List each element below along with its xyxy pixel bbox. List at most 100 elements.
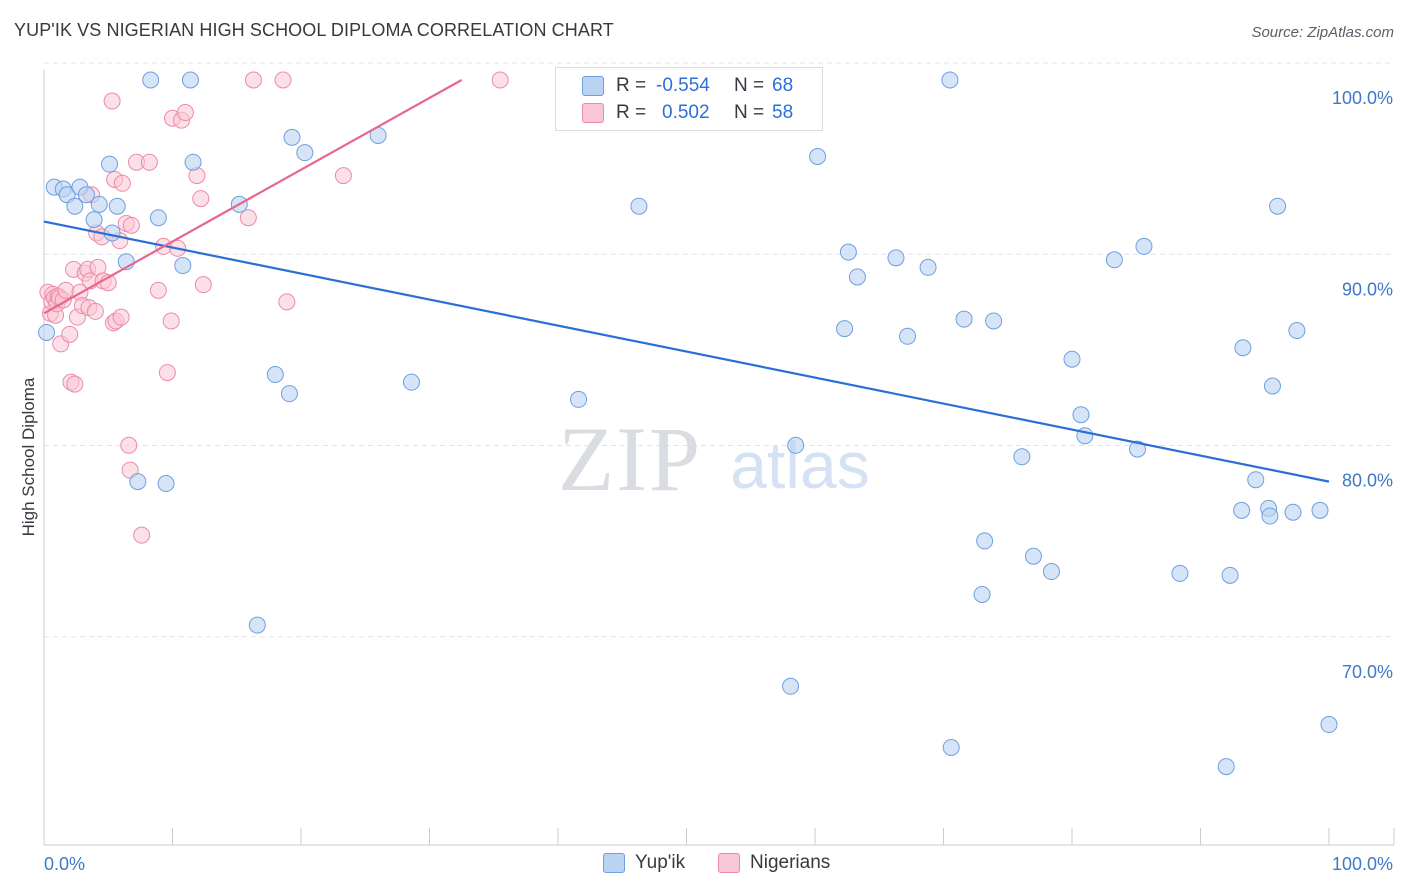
y-tick-label: 90.0% bbox=[1342, 279, 1393, 299]
yupik-point bbox=[157, 475, 175, 493]
yupik-point bbox=[85, 211, 103, 229]
yupik-point bbox=[1013, 448, 1031, 466]
x-tick-label: 100.0% bbox=[1332, 854, 1393, 874]
yupik-point bbox=[1269, 197, 1287, 215]
x-tick-labels: 0.0% 100.0% bbox=[44, 854, 1393, 874]
yupik-point bbox=[1217, 758, 1235, 776]
nigerians-point bbox=[112, 308, 130, 326]
yupik-trend-line bbox=[43, 220, 1330, 483]
legend-r-value: 0.502 bbox=[662, 102, 710, 123]
legend-n-label: N = bbox=[734, 102, 765, 123]
nigerians-legend-swatch bbox=[718, 853, 740, 873]
nigerians-point bbox=[194, 276, 212, 294]
yupik-point bbox=[919, 258, 937, 276]
legend-r-label: R = bbox=[616, 75, 647, 96]
nigerians-point bbox=[176, 104, 194, 122]
source-credit: Source: ZipAtlas.com bbox=[1251, 24, 1394, 41]
stats-legend: R = -0.554 N = 68 R = 0.502 N = 58 bbox=[555, 67, 823, 131]
yupik-point bbox=[630, 197, 648, 215]
x-tick-marks bbox=[172, 828, 1395, 845]
legend-item-nigerians[interactable]: Nigerians bbox=[718, 852, 830, 874]
yupik-point bbox=[103, 224, 121, 242]
yupik-point bbox=[941, 71, 959, 89]
yupik-point bbox=[570, 390, 588, 408]
yupik-point bbox=[1063, 350, 1081, 368]
yupik-point bbox=[77, 186, 95, 204]
yupik-legend-swatch bbox=[603, 853, 625, 873]
nigerians-swatch bbox=[582, 103, 604, 123]
yupik-point bbox=[899, 327, 917, 345]
y-tick-labels: 100.0% 90.0% 80.0% 70.0% bbox=[1332, 88, 1393, 682]
yupik-point bbox=[266, 366, 284, 384]
nigerians-point bbox=[158, 364, 176, 382]
y-axis-label: High School Diploma bbox=[19, 377, 38, 536]
yupik-point bbox=[782, 677, 800, 695]
nigerians-point bbox=[57, 281, 75, 299]
yupik-point bbox=[1221, 566, 1239, 584]
yupik-point bbox=[403, 373, 421, 391]
y-tick-label: 100.0% bbox=[1332, 88, 1393, 108]
yupik-point bbox=[836, 320, 854, 338]
nigerians-points bbox=[39, 71, 509, 544]
legend-row-yupik: R = -0.554 N = 68 bbox=[582, 73, 793, 99]
yupik-point bbox=[839, 243, 857, 261]
yupik-point bbox=[976, 532, 994, 550]
yupik-point bbox=[101, 155, 119, 173]
nigerians-point bbox=[120, 436, 138, 454]
nigerians-point bbox=[244, 71, 262, 89]
nigerians-point bbox=[86, 302, 104, 320]
yupik-point bbox=[887, 249, 905, 267]
nigerians-point bbox=[133, 526, 151, 544]
axes bbox=[43, 70, 1394, 846]
yupik-point bbox=[1261, 507, 1279, 525]
watermark-zip: ZIP bbox=[558, 408, 702, 510]
legend-item-yupik[interactable]: Yup'ik bbox=[603, 852, 685, 874]
yupik-legend-label: Yup'ik bbox=[635, 852, 686, 873]
yupik-point bbox=[955, 310, 973, 328]
y-tick-label: 70.0% bbox=[1342, 662, 1393, 682]
legend-r-value: -0.554 bbox=[656, 75, 710, 96]
yupik-point bbox=[1072, 406, 1090, 424]
yupik-point bbox=[1311, 501, 1329, 519]
yupik-point bbox=[1233, 501, 1251, 519]
legend-n-value: 68 bbox=[772, 75, 794, 96]
nigerians-point bbox=[122, 216, 140, 234]
nigerians-point bbox=[491, 71, 509, 89]
yupik-point bbox=[787, 436, 805, 454]
yupik-point bbox=[66, 197, 84, 215]
yupik-point bbox=[1135, 237, 1153, 255]
nigerians-point bbox=[239, 209, 257, 227]
x-tick-label: 0.0% bbox=[44, 854, 85, 874]
nigerians-point bbox=[192, 190, 210, 208]
legend-r-label: R = bbox=[616, 102, 647, 123]
yupik-point bbox=[142, 71, 160, 89]
yupik-points bbox=[38, 71, 1338, 776]
legend-row-nigerians: R = 0.502 N = 58 bbox=[582, 100, 793, 126]
yupik-point bbox=[174, 257, 192, 275]
yupik-point bbox=[296, 144, 314, 162]
yupik-point bbox=[985, 312, 1003, 330]
yupik-point bbox=[1247, 471, 1265, 489]
chart-title: YUP'IK VS NIGERIAN HIGH SCHOOL DIPLOMA C… bbox=[14, 20, 614, 40]
nigerians-legend-label: Nigerians bbox=[750, 852, 831, 873]
yupik-point bbox=[90, 195, 108, 213]
nigerians-point bbox=[334, 167, 352, 185]
nigerians-point bbox=[274, 71, 292, 89]
nigerians-point bbox=[149, 281, 167, 299]
yupik-point bbox=[283, 128, 301, 146]
yupik-point bbox=[848, 268, 866, 286]
yupik-point bbox=[1234, 339, 1252, 357]
yupik-point bbox=[1284, 503, 1302, 521]
watermark: ZIP atlas bbox=[558, 408, 870, 510]
legend-n-label: N = bbox=[734, 75, 765, 96]
nigerians-point bbox=[162, 312, 180, 330]
nigerians-point bbox=[113, 174, 131, 192]
nigerians-point bbox=[140, 153, 158, 171]
trend-lines bbox=[43, 79, 1330, 483]
nigerians-point bbox=[278, 293, 296, 311]
nigerians-point bbox=[103, 92, 121, 110]
yupik-point bbox=[1129, 440, 1147, 458]
yupik-point bbox=[38, 323, 56, 341]
yupik-point bbox=[280, 385, 298, 403]
